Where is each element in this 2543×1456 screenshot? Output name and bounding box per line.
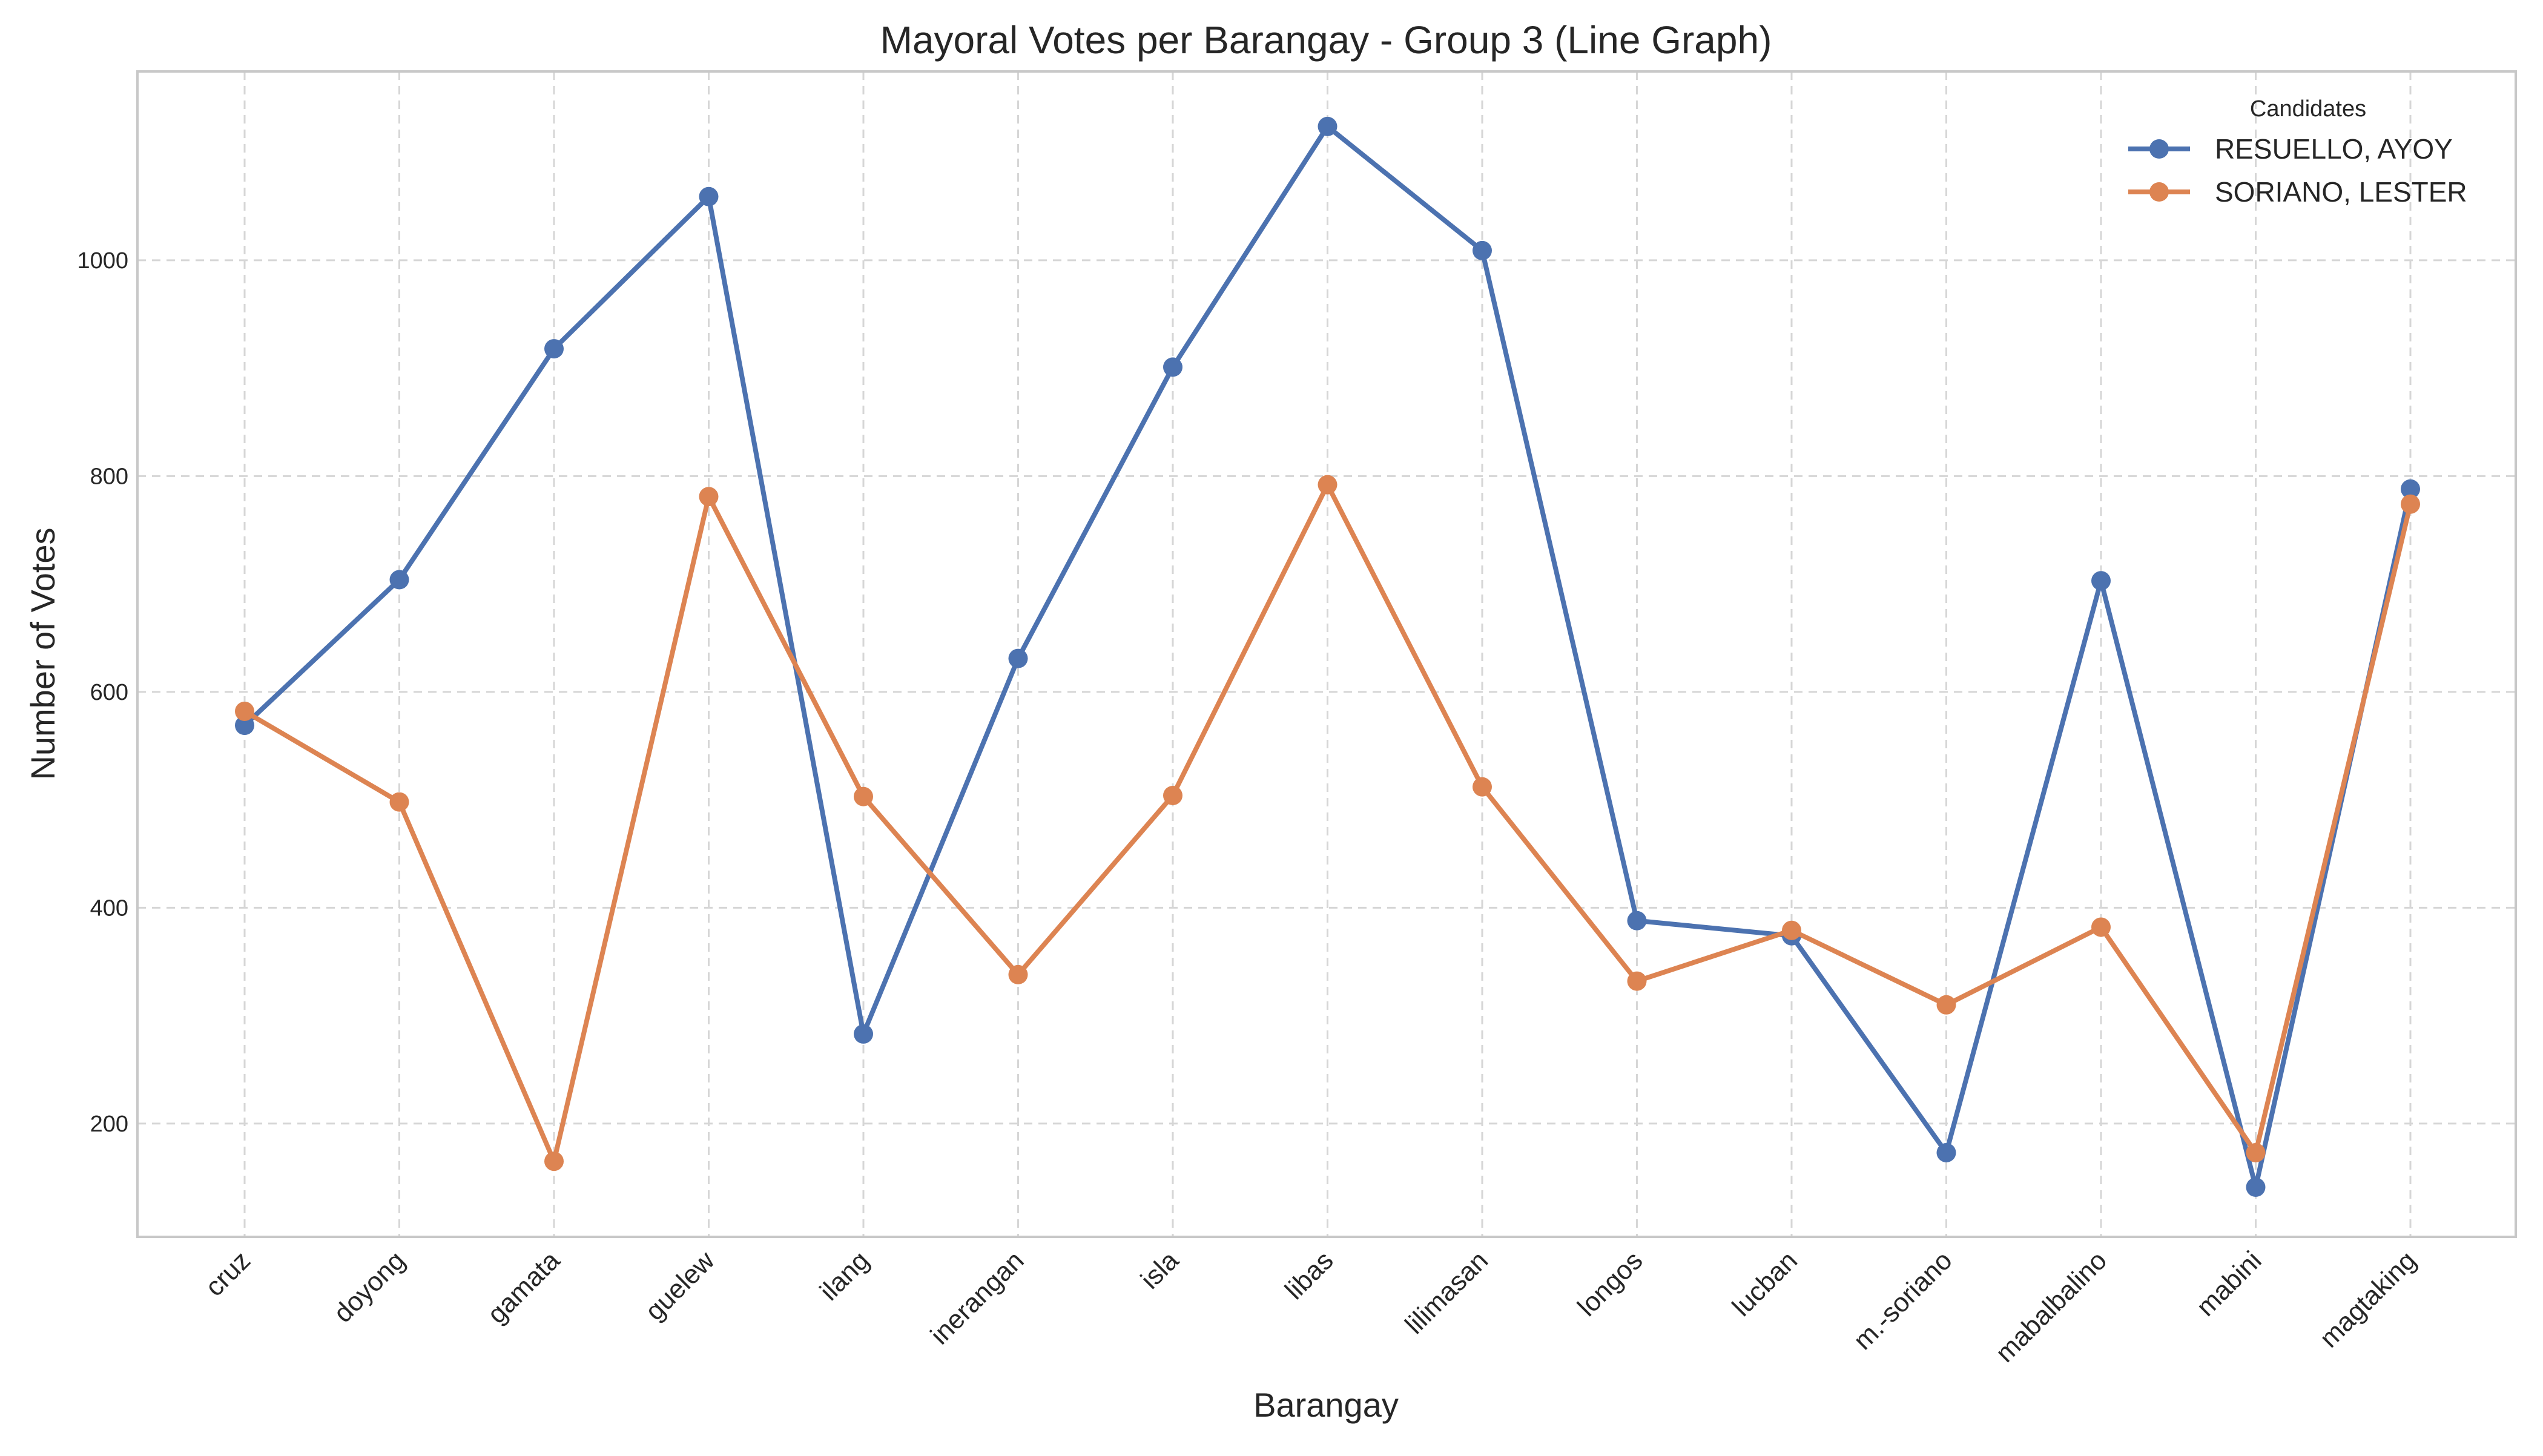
data-point [1318, 475, 1337, 495]
data-point [1473, 240, 1492, 260]
x-tick-label: ilang [814, 1245, 875, 1306]
data-point [1627, 911, 1647, 931]
data-point [2091, 571, 2111, 591]
grid-layer [137, 71, 2516, 1237]
data-point [1936, 995, 1956, 1015]
data-point [235, 716, 254, 736]
legend-label: SORIANO, LESTER [2215, 176, 2467, 208]
x-tick-label: mabalbalino [1990, 1245, 2113, 1368]
x-axis-ticks: cruz doyong gamata guelew ilang inerangan isla… [200, 1245, 2422, 1368]
x-tick-label: magtaking [2314, 1245, 2422, 1353]
y-axis-label: Number of Votes [24, 527, 62, 780]
legend-swatch-marker [2149, 139, 2169, 159]
data-point [854, 1024, 873, 1044]
series-1 [235, 116, 2420, 1197]
x-tick-label: inerangan [925, 1245, 1030, 1350]
plot-frame [136, 70, 2517, 1238]
data-point [2401, 494, 2420, 514]
legend-label: RESUELLO, AYOY [2215, 133, 2453, 165]
data-point [1008, 964, 1028, 984]
data-point [2091, 917, 2111, 937]
chart-title: Mayoral Votes per Barangay - Group 3 (Li… [880, 18, 1772, 62]
data-point [1627, 971, 1647, 991]
x-tick-label: mabini [2191, 1245, 2267, 1322]
y-axis-ticks: 200 400 600 800 1000 [77, 248, 128, 1137]
data-point [1473, 777, 1492, 797]
data-point [1782, 920, 1801, 940]
data-point [1163, 785, 1182, 805]
data-point [544, 339, 564, 359]
x-axis-label: Barangay [1253, 1386, 1399, 1424]
x-tick-label: gamata [482, 1245, 566, 1329]
y-tick-label: 1000 [77, 248, 128, 274]
legend: Candidates RESUELLO, AYOY SORIANO, LESTER [2128, 96, 2467, 208]
x-tick-label: doyong [328, 1245, 411, 1328]
data-point [544, 1151, 564, 1171]
legend-items: RESUELLO, AYOY SORIANO, LESTER [2128, 133, 2467, 208]
data-point [854, 786, 873, 806]
y-tick-label: 400 [90, 895, 128, 921]
x-tick-label: lucban [1727, 1245, 1803, 1322]
legend-swatch-marker [2149, 182, 2169, 202]
data-point [389, 570, 409, 590]
y-tick-label: 200 [90, 1112, 128, 1137]
data-point [389, 792, 409, 812]
y-tick-label: 800 [90, 464, 128, 489]
series-2 [235, 475, 2420, 1171]
x-tick-label: cruz [200, 1245, 256, 1302]
data-point [1318, 116, 1337, 136]
data-point [2246, 1178, 2266, 1197]
data-point [1008, 648, 1028, 668]
legend-title: Candidates [2250, 96, 2366, 122]
x-tick-label: lilimasan [1399, 1245, 1494, 1340]
x-tick-label: isla [1135, 1245, 1185, 1295]
x-tick-label: m.-soriano [1848, 1245, 1958, 1356]
data-point [699, 487, 719, 507]
x-tick-label: longos [1572, 1245, 1648, 1322]
legend-item: SORIANO, LESTER [2128, 176, 2467, 208]
legend-item: RESUELLO, AYOY [2128, 133, 2453, 165]
data-point [2401, 479, 2420, 499]
series-layer [235, 116, 2420, 1197]
data-point [1936, 1142, 1956, 1162]
x-tick-label: guelew [639, 1245, 720, 1326]
data-point [1163, 357, 1182, 377]
x-tick-label: libas [1279, 1245, 1339, 1305]
y-tick-label: 600 [90, 680, 128, 705]
data-point [699, 186, 719, 206]
data-point [2246, 1142, 2266, 1162]
data-point [235, 701, 254, 721]
